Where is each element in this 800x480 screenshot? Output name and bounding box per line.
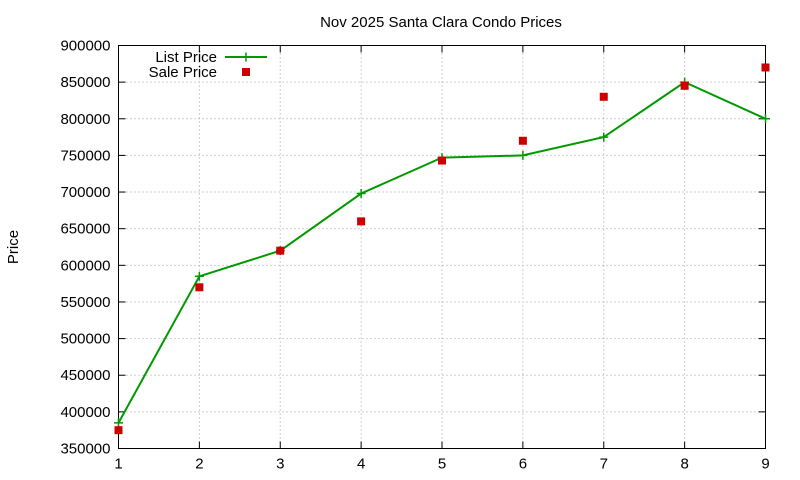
- x-tick-label: 1: [114, 456, 122, 473]
- y-axis-label: Price: [5, 230, 22, 264]
- y-tick-label: 350000: [60, 441, 110, 458]
- legend-sample-marker: [242, 68, 250, 76]
- y-tick-label: 600000: [60, 257, 110, 274]
- list-price-point: [518, 150, 528, 160]
- sale-price-point: [599, 92, 608, 101]
- legend-sample-marker: [241, 52, 251, 62]
- x-tick-label: 3: [276, 456, 284, 473]
- legend-label: List Price: [155, 49, 217, 66]
- x-tick-label: 5: [438, 456, 446, 473]
- chart-title: Nov 2025 Santa Clara Condo Prices: [320, 14, 562, 31]
- y-tick-label: 450000: [60, 367, 110, 384]
- y-tick-label: 550000: [60, 294, 110, 311]
- x-tick-label: 2: [195, 456, 203, 473]
- list-price-point: [599, 132, 609, 142]
- x-tick-label: 7: [600, 456, 608, 473]
- sale-price-point: [438, 156, 446, 165]
- sale-price-point: [518, 136, 527, 145]
- y-tick-label: 700000: [60, 184, 110, 201]
- legend-label: Sale Price: [149, 64, 217, 81]
- y-tick-label: 650000: [60, 221, 110, 238]
- sale-price-point: [195, 283, 204, 292]
- sale-price-point: [114, 426, 123, 435]
- sale-price-point: [761, 63, 770, 72]
- y-tick-label: 800000: [60, 111, 110, 128]
- x-tick-label: 9: [761, 456, 769, 473]
- plot-frame: [118, 45, 766, 449]
- y-tick-label: 900000: [60, 38, 110, 55]
- data-series: [114, 63, 770, 435]
- y-tick-label: 750000: [60, 147, 110, 164]
- sale-price-point: [680, 81, 689, 90]
- axis-ticks: 350000 400000 450000 500000 550000 600000 6500…: [60, 38, 769, 473]
- grid: [118, 45, 766, 449]
- x-tick-label: 4: [357, 456, 365, 473]
- list-price-point: [356, 189, 366, 199]
- sale-price-point: [357, 217, 366, 226]
- x-tick-label: 8: [680, 456, 688, 473]
- list-price-point: [761, 114, 770, 124]
- y-tick-label: 400000: [60, 404, 110, 421]
- x-tick-label: 6: [519, 456, 527, 473]
- list-price-point: [194, 271, 204, 281]
- y-tick-label: 500000: [60, 331, 110, 348]
- sale-price-point: [276, 246, 285, 255]
- list-price-line: [117, 80, 766, 424]
- y-tick-label: 850000: [60, 74, 110, 91]
- list-price-point: [114, 418, 123, 428]
